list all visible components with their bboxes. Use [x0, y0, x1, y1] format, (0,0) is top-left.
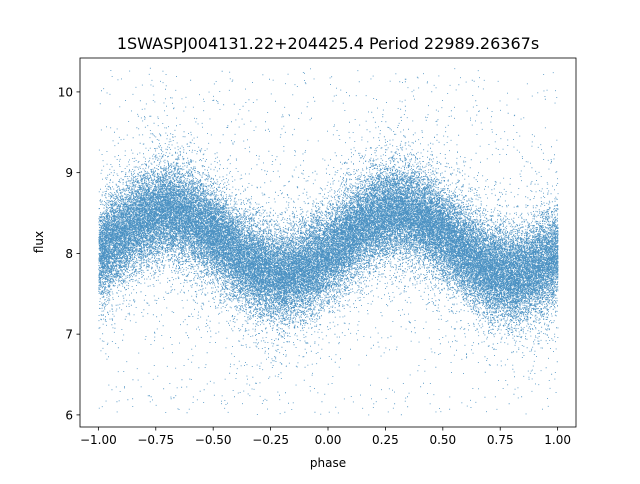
x-tick-label: −0.75: [137, 433, 174, 447]
x-tick-label: 0.50: [429, 433, 456, 447]
data-points: [98, 67, 559, 416]
x-tick-label: −0.25: [252, 433, 289, 447]
y-tick-label: 6: [65, 408, 73, 422]
y-tick-label: 7: [65, 328, 73, 342]
y-axis-label: flux: [32, 231, 46, 253]
scatter-points: [98, 67, 559, 416]
y-tick-label: 9: [65, 166, 73, 180]
x-axis-label: phase: [310, 456, 346, 470]
y-tick-label: 8: [65, 247, 73, 261]
x-tick-label: −0.50: [195, 433, 232, 447]
x-tick-label: 1.00: [544, 433, 571, 447]
x-tick-label: 0.25: [372, 433, 399, 447]
chart-title: 1SWASPJ004131.22+204425.4 Period 22989.2…: [117, 34, 539, 53]
x-tick-label: 0.00: [315, 433, 342, 447]
axes: −1.00 −0.75 −0.50 −0.25 0.00 0.25 0.50 0.75 1.00…: [58, 57, 577, 447]
y-tick-label: 10: [58, 85, 73, 99]
x-tick-label: −1.00: [80, 433, 117, 447]
x-tick-label: 0.75: [487, 433, 514, 447]
